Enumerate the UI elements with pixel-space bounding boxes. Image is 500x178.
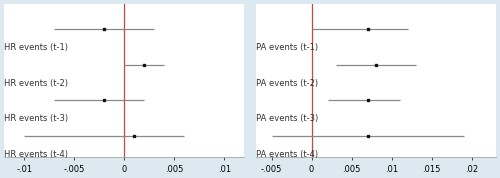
- Text: PA events (t-1): PA events (t-1): [256, 43, 318, 52]
- Text: HR events (t-2): HR events (t-2): [4, 79, 68, 88]
- Text: PA events (t-3): PA events (t-3): [256, 114, 318, 124]
- Text: PA events (t-4): PA events (t-4): [256, 150, 318, 159]
- Text: PA events (t-2): PA events (t-2): [256, 79, 318, 88]
- Text: HR events (t-3): HR events (t-3): [4, 114, 68, 124]
- Text: HR events (t-4): HR events (t-4): [4, 150, 68, 159]
- Text: HR events (t-1): HR events (t-1): [4, 43, 68, 52]
